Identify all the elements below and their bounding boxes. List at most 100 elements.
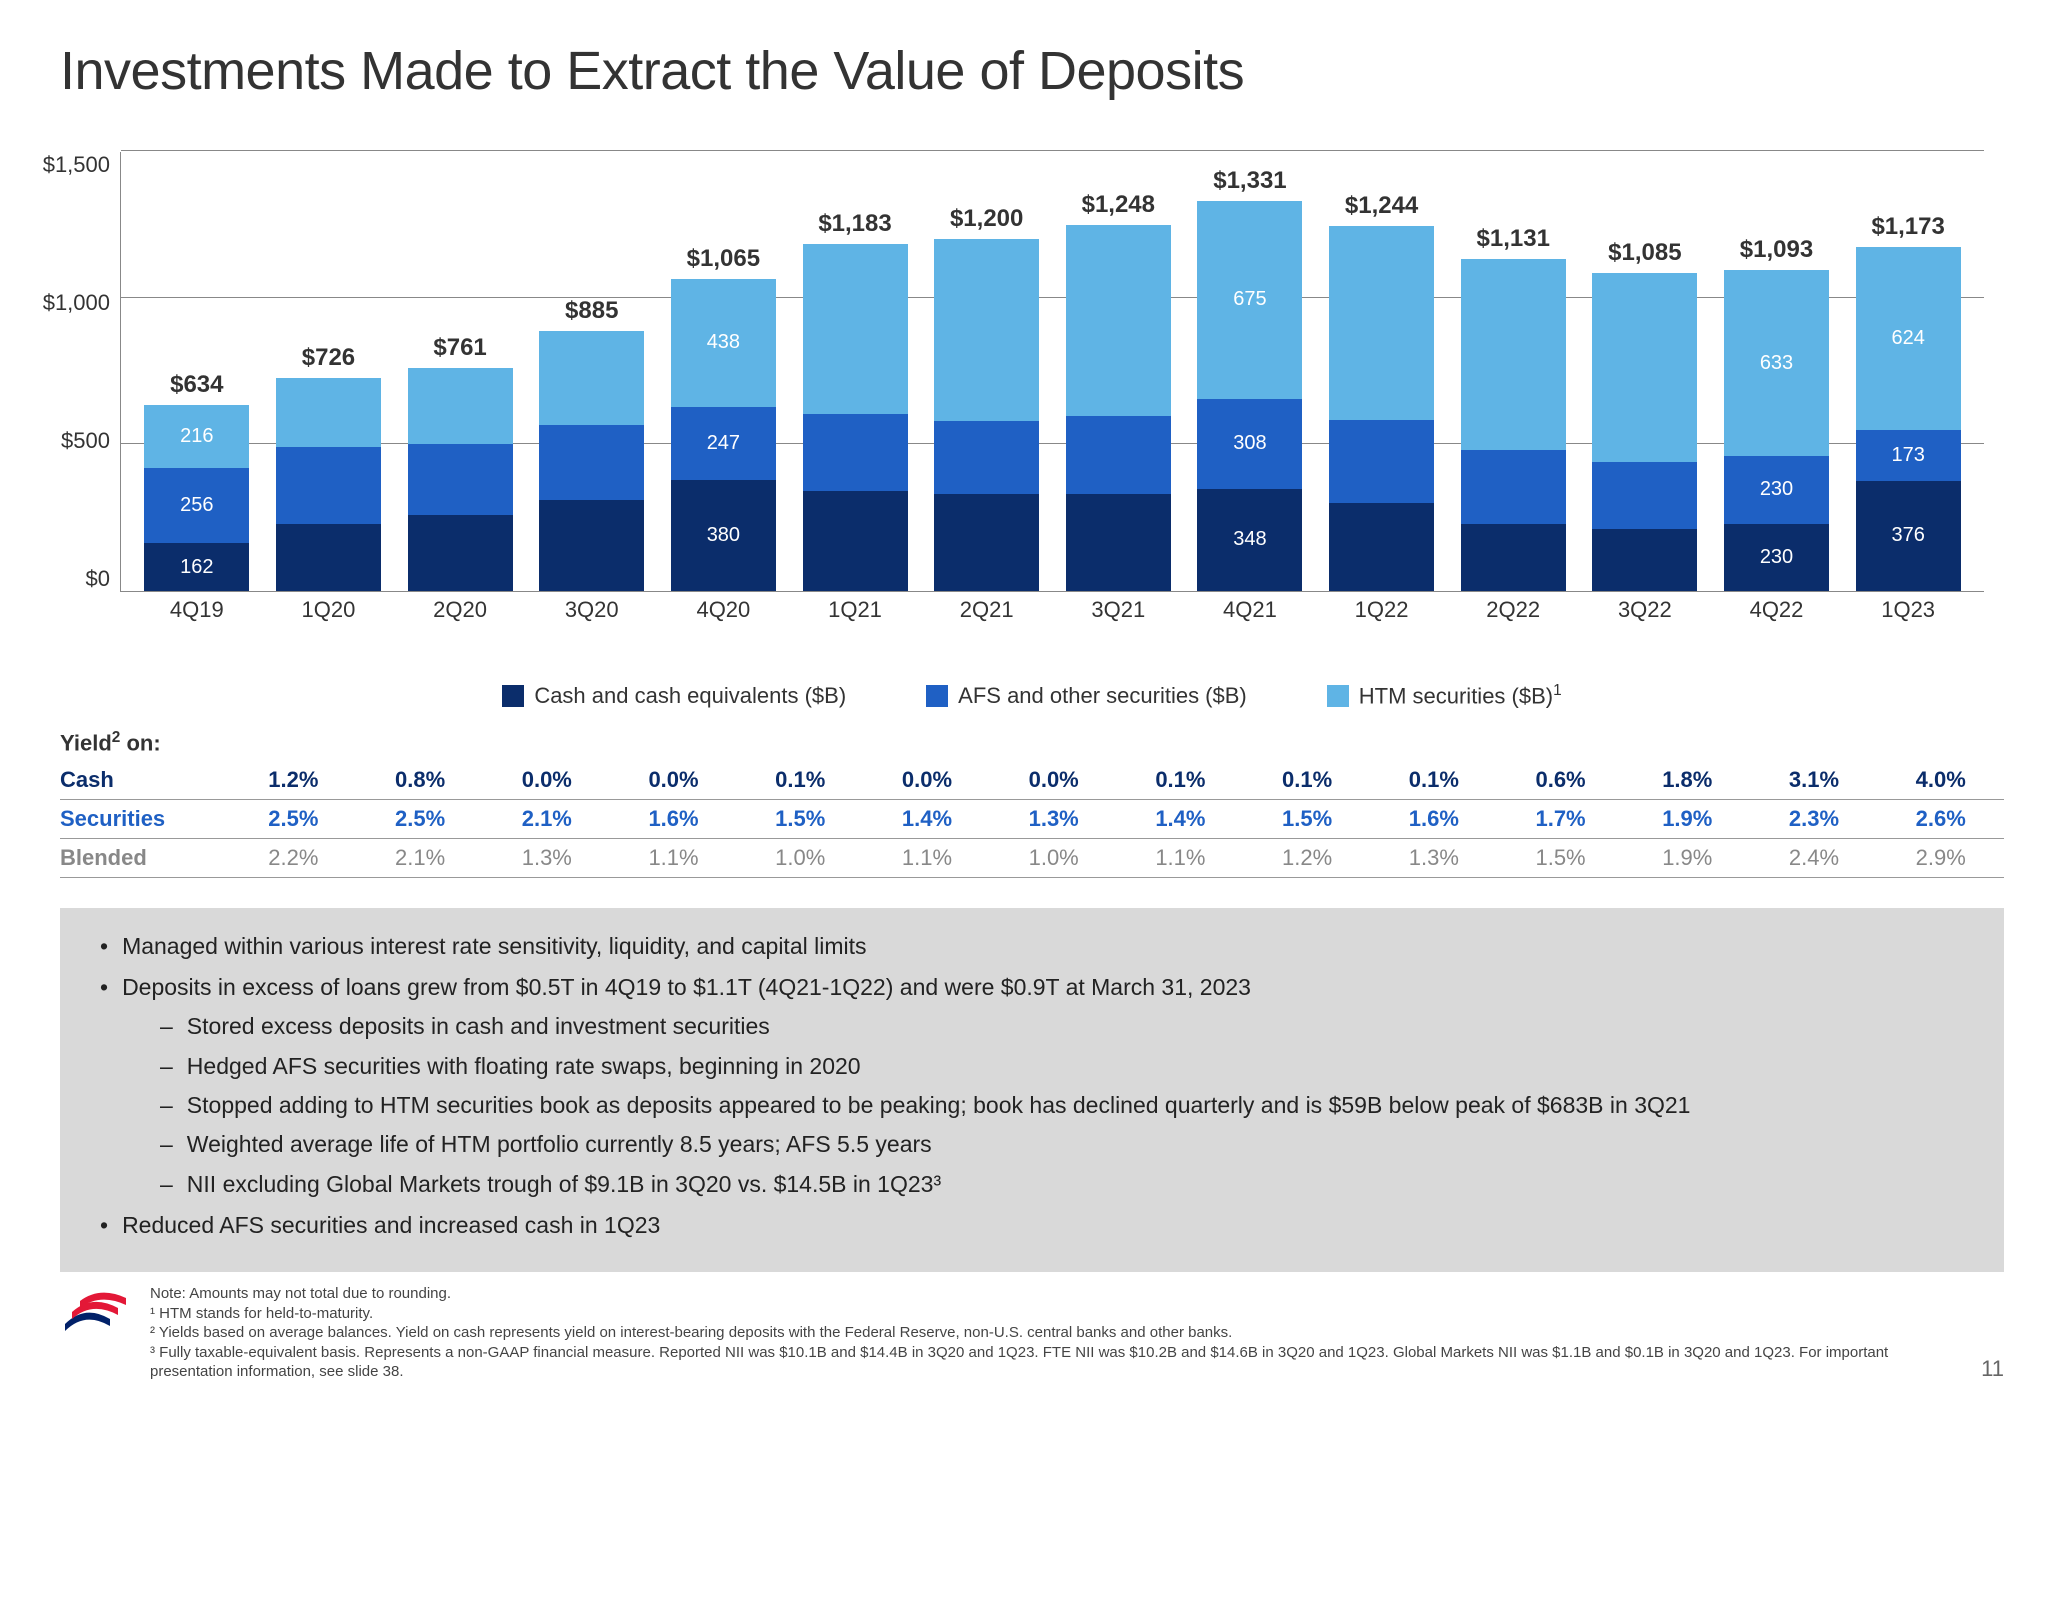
yield-cell: 2.1% [357,845,484,871]
x-axis-label: 1Q23 [1881,597,1935,623]
yield-row-label: Cash [60,767,230,793]
yield-row-label: Blended [60,845,230,871]
x-axis-label: 4Q19 [170,597,224,623]
bar-segment [1066,494,1171,591]
bar-total-label: $1,173 [1871,213,1944,241]
footnote-note: Note: Amounts may not total due to round… [150,1284,1961,1304]
bar-segment [934,494,1039,591]
yield-cell: 0.0% [483,767,610,793]
chart-legend: Cash and cash equivalents ($B) AFS and ot… [60,682,2004,709]
bar-total-label: $1,131 [1477,225,1550,253]
legend-label: HTM securities ($B)1 [1359,682,1562,709]
yield-cell: 1.6% [1370,806,1497,832]
bar-total-label: $634 [170,371,223,399]
yield-cell: 1.1% [864,845,991,871]
bar-segment: 216 [144,405,249,468]
legend-label: Cash and cash equivalents ($B) [534,683,846,709]
x-axis-label: 2Q22 [1486,597,1540,623]
bar-segment [934,239,1039,421]
bar-segment [539,425,644,500]
yield-header: Yield2 on: [60,729,2004,756]
bullet-item: Reduced AFS securities and increased cas… [100,1209,1964,1242]
yield-cell: 1.4% [864,806,991,832]
bar-total-label: $1,085 [1608,239,1681,267]
bar-segment [1592,462,1697,529]
yield-cell: 1.2% [230,767,357,793]
y-tick: $1,000 [30,290,110,316]
legend-swatch [926,685,948,707]
bar-total-label: $761 [433,334,486,362]
bullet-item: Managed within various interest rate sen… [100,930,1964,963]
bar-segment [276,524,381,591]
yield-cell: 1.5% [737,806,864,832]
bar-segment [408,515,513,591]
bar-segment [803,244,908,414]
yield-cell: 2.9% [1877,845,2004,871]
bar-segment [1066,416,1171,495]
bar-segment [408,444,513,515]
bar-segment [803,414,908,491]
bar-segment [803,491,908,591]
bar-total-label: $1,065 [687,245,760,273]
x-axis-label: 4Q21 [1223,597,1277,623]
bar-group: $1,0932302306334Q22 [1717,270,1837,591]
bar-segment: 380 [671,480,776,591]
bar-segment [1461,450,1566,524]
yield-cell: 2.4% [1751,845,1878,871]
yield-cell: 1.2% [1244,845,1371,871]
yield-cell: 0.8% [357,767,484,793]
bar-segment [539,331,644,425]
yield-cell: 3.1% [1751,767,1878,793]
bar-total-label: $885 [565,297,618,325]
sub-bullet-item: Weighted average life of HTM portfolio c… [160,1128,1964,1161]
yield-cell: 1.5% [1244,806,1371,832]
commentary-box: Managed within various interest rate sen… [60,908,2004,1273]
bofa-logo-icon [60,1284,130,1339]
bar-segment [408,368,513,444]
bar-total-label: $1,200 [950,205,1023,233]
bar-segment [1461,259,1566,450]
bar-segment [1592,529,1697,591]
bar-total-label: $1,093 [1740,236,1813,264]
bar-segment [1592,273,1697,462]
plot-area: $6341622562164Q19$7261Q20$7612Q20$8853Q2… [120,152,1984,592]
slide-title: Investments Made to Extract the Value of… [60,40,2004,102]
bar-segment: 376 [1856,481,1961,591]
legend-label: AFS and other securities ($B) [958,683,1247,709]
footnote-line: ¹ HTM stands for held-to-maturity. [150,1304,1961,1324]
bar-group: $6341622562164Q19 [137,405,257,591]
yield-cell: 4.0% [1877,767,2004,793]
yield-cell: 2.2% [230,845,357,871]
yield-cell: 0.1% [1370,767,1497,793]
gridline [121,150,1984,151]
bar-segment [276,447,381,523]
bar-segment [1461,524,1566,591]
legend-swatch [1327,685,1349,707]
yield-cell: 1.1% [610,845,737,871]
x-axis-label: 4Q20 [696,597,750,623]
x-axis-label: 1Q22 [1355,597,1409,623]
bar-group: $1,0853Q22 [1585,273,1705,591]
yield-cell: 1.7% [1497,806,1624,832]
bar-segment: 247 [671,407,776,479]
bar-group: $1,2483Q21 [1058,225,1178,591]
bar-total-label: $1,331 [1213,167,1286,195]
x-axis-label: 2Q21 [960,597,1014,623]
bar-segment: 348 [1197,489,1302,591]
y-tick: $500 [30,428,110,454]
bar-total-label: $1,244 [1345,192,1418,220]
bar-group: $1,1312Q22 [1453,259,1573,591]
sub-bullet-item: Stored excess deposits in cash and inves… [160,1010,1964,1043]
sub-bullet-item: Stopped adding to HTM securities book as… [160,1089,1964,1122]
x-axis-label: 4Q22 [1750,597,1804,623]
footnote-line: ³ Fully taxable-equivalent basis. Repres… [150,1343,1961,1382]
bar-segment [1329,420,1434,503]
yield-cell: 1.4% [1117,806,1244,832]
bar-segment: 173 [1856,430,1961,481]
yield-cell: 2.1% [483,806,610,832]
bullet-item: Deposits in excess of loans grew from $0… [100,971,1964,1201]
bar-group: $1,3313483086754Q21 [1190,201,1310,591]
x-axis-label: 3Q20 [565,597,619,623]
bar-group: $7612Q20 [400,368,520,591]
x-axis-label: 1Q21 [828,597,882,623]
